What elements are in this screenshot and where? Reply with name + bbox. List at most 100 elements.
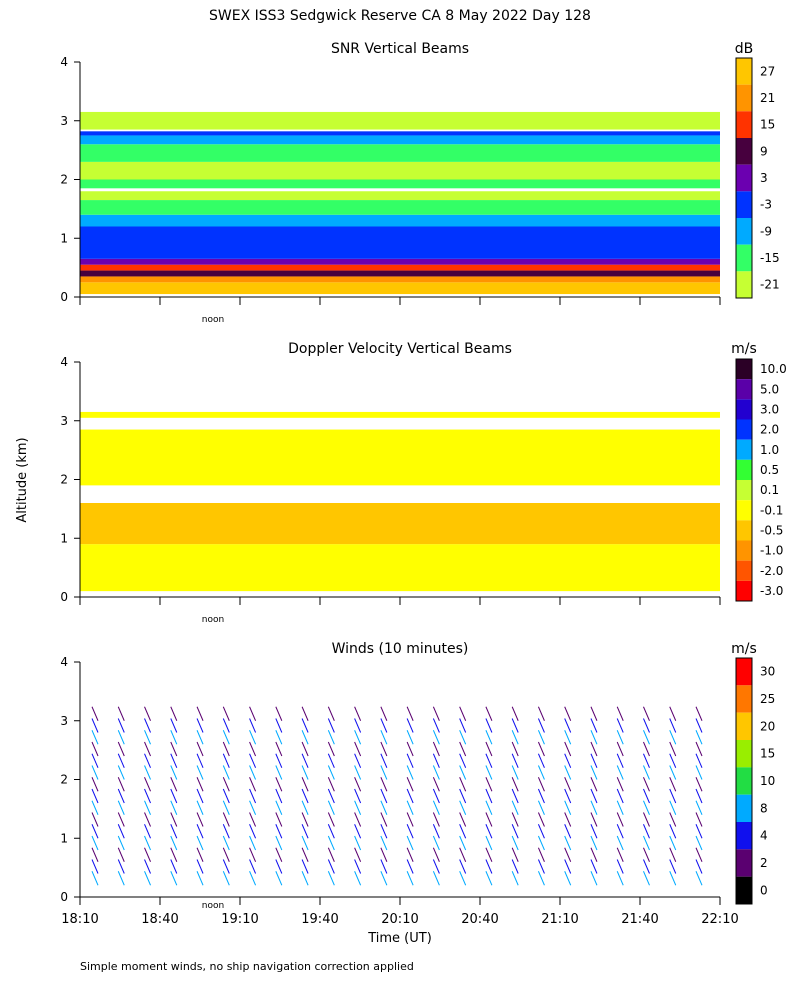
y-tick-label: 1 bbox=[60, 231, 68, 245]
wind-barb bbox=[354, 765, 362, 780]
doppler-panel: Doppler Velocity Vertical Beams m/s 0 1 2 3… bbox=[60, 341, 786, 625]
wind-barb bbox=[117, 871, 125, 886]
wind-barb bbox=[485, 718, 493, 733]
colorbar-label: 1.0 bbox=[760, 443, 779, 457]
wind-barb bbox=[144, 741, 151, 757]
y-tick-label: 2 bbox=[60, 473, 68, 487]
wind-barb bbox=[564, 765, 572, 780]
snr-noon-label: noon bbox=[202, 315, 224, 325]
wind-barb bbox=[459, 730, 467, 745]
wind-barb bbox=[432, 706, 440, 721]
wind-barb bbox=[170, 730, 178, 745]
wind-barb bbox=[485, 871, 493, 886]
wind-barb bbox=[354, 718, 362, 733]
wind-barb bbox=[564, 718, 572, 733]
wind-barb bbox=[485, 741, 493, 757]
snr-heatmap bbox=[80, 111, 720, 295]
wind-barb bbox=[301, 835, 309, 851]
wind-barb bbox=[564, 777, 572, 792]
colorbar-label: -0.1 bbox=[760, 503, 783, 517]
wind-barb bbox=[669, 706, 677, 721]
wind-barb bbox=[459, 871, 467, 886]
wind-barb bbox=[695, 800, 703, 815]
wind-barb bbox=[327, 741, 335, 757]
wind-barb bbox=[275, 871, 283, 886]
wind-barb bbox=[537, 835, 545, 851]
wind-barb bbox=[380, 777, 388, 792]
winds-noon-label: noon bbox=[202, 901, 224, 911]
wind-barb bbox=[249, 800, 257, 815]
wind-barb bbox=[590, 765, 598, 780]
doppler-layer-1 bbox=[80, 503, 720, 545]
wind-barb bbox=[196, 800, 204, 815]
colorbar-label: 2 bbox=[760, 856, 768, 870]
wind-barb bbox=[432, 859, 440, 874]
wind-barb bbox=[170, 788, 178, 804]
wind-barb bbox=[327, 847, 335, 862]
colorbar-label: 25 bbox=[760, 692, 775, 706]
wind-barb bbox=[301, 741, 309, 757]
wind-barb bbox=[511, 765, 519, 780]
wind-barb bbox=[669, 871, 677, 886]
doppler-noon-label: noon bbox=[202, 615, 224, 625]
wind-barb bbox=[695, 753, 703, 768]
wind-barb bbox=[380, 730, 388, 745]
wind-barb bbox=[222, 730, 230, 745]
colorbar-swatch bbox=[736, 271, 752, 298]
wind-barb bbox=[196, 706, 204, 721]
wind-barb bbox=[459, 765, 467, 780]
colorbar-label: -0.5 bbox=[760, 523, 783, 537]
wind-barb bbox=[406, 824, 414, 839]
wind-barb bbox=[144, 835, 151, 851]
snr-layer-1 bbox=[80, 276, 720, 283]
wind-barb bbox=[669, 812, 677, 827]
wind-barb bbox=[170, 859, 178, 874]
colorbar-swatch bbox=[736, 419, 752, 440]
wind-barb bbox=[432, 741, 440, 757]
wind-barb bbox=[222, 871, 230, 886]
wind-barb bbox=[590, 753, 598, 768]
wind-barb bbox=[564, 730, 572, 745]
wind-barb bbox=[511, 741, 519, 757]
wind-barb bbox=[222, 753, 230, 768]
wind-barb bbox=[327, 765, 335, 780]
colorbar-swatch bbox=[736, 379, 752, 400]
colorbar-swatch bbox=[736, 712, 752, 740]
wind-barb bbox=[117, 741, 125, 757]
wind-barb bbox=[170, 741, 178, 757]
winds-axes: 18:10 18:40 19:10 19:40 20:10 20:40 21:10 21:40… bbox=[60, 655, 738, 927]
wind-barb bbox=[590, 847, 598, 862]
wind-barb bbox=[537, 800, 545, 815]
wind-barb bbox=[432, 730, 440, 745]
wind-barb bbox=[144, 824, 151, 839]
wind-barb bbox=[327, 835, 335, 851]
colorbar-swatch bbox=[736, 560, 752, 581]
wind-barb bbox=[196, 871, 204, 886]
colorbar-label: -1.0 bbox=[760, 544, 783, 558]
wind-barb bbox=[590, 788, 598, 804]
wind-barb bbox=[170, 812, 178, 827]
snr-layer-4 bbox=[80, 258, 720, 265]
colorbar-label: 10 bbox=[760, 774, 775, 788]
wind-barb bbox=[564, 812, 572, 827]
wind-barb bbox=[222, 718, 230, 733]
wind-barb bbox=[695, 835, 703, 851]
wind-barb bbox=[275, 753, 283, 768]
doppler-panel-title: Doppler Velocity Vertical Beams bbox=[288, 341, 512, 357]
y-tick-label: 4 bbox=[60, 355, 68, 369]
time-axis-label: Time (UT) bbox=[367, 931, 432, 946]
wind-barb bbox=[170, 835, 178, 851]
wind-barb bbox=[117, 824, 125, 839]
wind-barb bbox=[537, 765, 545, 780]
wind-barb bbox=[301, 718, 309, 733]
wind-barb bbox=[564, 706, 572, 721]
wind-barb bbox=[590, 859, 598, 874]
wind-barb bbox=[380, 824, 388, 839]
wind-barb bbox=[275, 847, 283, 862]
wind-barb bbox=[354, 753, 362, 768]
wind-barb bbox=[117, 788, 125, 804]
x-tick-label: 19:40 bbox=[301, 912, 338, 927]
wind-barb bbox=[406, 765, 414, 780]
wind-barb bbox=[616, 753, 624, 768]
